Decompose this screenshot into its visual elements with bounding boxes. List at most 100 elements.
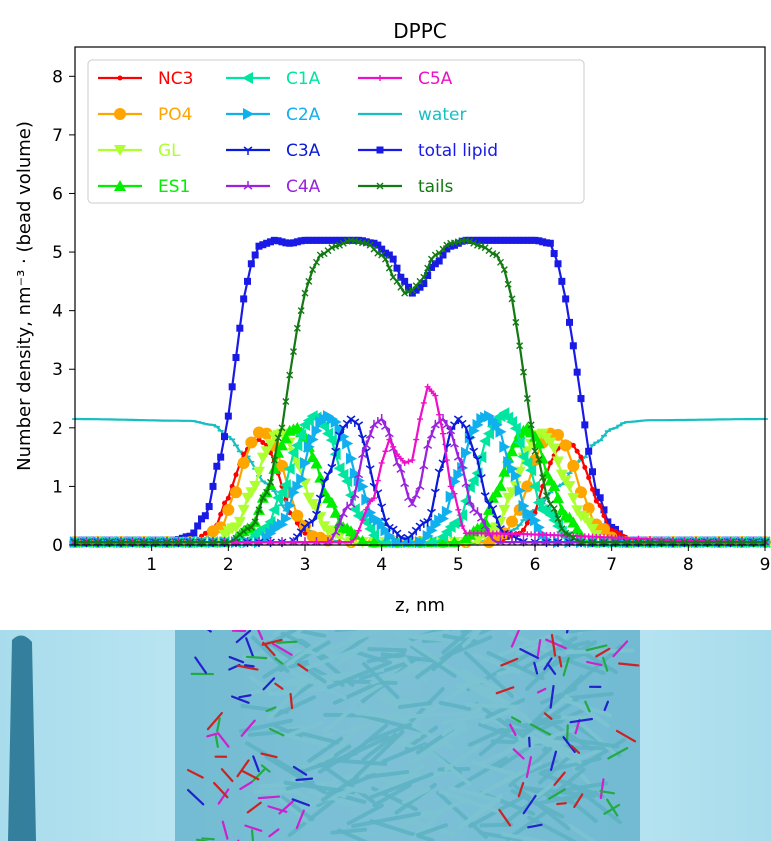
lipid-tail bbox=[546, 741, 582, 765]
data-point bbox=[163, 538, 171, 546]
data-point bbox=[331, 447, 341, 457]
data-point bbox=[506, 445, 518, 457]
data-point bbox=[521, 456, 533, 469]
legend-marker bbox=[243, 181, 253, 190]
data-point bbox=[424, 383, 431, 390]
headgroup-bond bbox=[250, 829, 255, 841]
data-point bbox=[293, 324, 301, 332]
data-point bbox=[573, 368, 581, 376]
data-point bbox=[523, 395, 531, 403]
data-point bbox=[277, 518, 288, 531]
headgroup-bond bbox=[217, 788, 230, 805]
headgroup-bond bbox=[236, 759, 250, 778]
data-point bbox=[260, 439, 266, 445]
y-tick-label: 7 bbox=[52, 126, 63, 146]
lipid-tail bbox=[346, 803, 384, 826]
data-point bbox=[325, 434, 337, 447]
lipid-tail bbox=[401, 786, 431, 805]
data-point bbox=[506, 515, 518, 528]
headgroup-bond bbox=[240, 719, 256, 737]
data-point bbox=[428, 263, 435, 271]
data-point bbox=[408, 289, 416, 297]
lipid-tail bbox=[528, 739, 567, 745]
headgroup-bond bbox=[603, 803, 621, 815]
lipid-tail bbox=[302, 753, 335, 769]
headgroup-bond bbox=[565, 630, 569, 634]
data-point bbox=[554, 515, 562, 523]
data-point bbox=[380, 524, 392, 537]
data-point bbox=[270, 236, 278, 244]
legend-label: PO4 bbox=[158, 105, 192, 125]
data-point bbox=[355, 527, 362, 534]
data-point bbox=[245, 436, 258, 449]
data-point bbox=[290, 348, 297, 356]
headgroup-bond bbox=[289, 692, 294, 710]
data-point bbox=[236, 324, 244, 332]
lipid-tail bbox=[353, 650, 390, 664]
data-point bbox=[411, 490, 421, 499]
data-point bbox=[313, 258, 320, 266]
data-point bbox=[209, 482, 217, 490]
data-point bbox=[291, 509, 304, 522]
lipid-tail bbox=[307, 790, 358, 807]
data-point bbox=[548, 443, 561, 455]
data-point bbox=[419, 460, 429, 470]
data-point bbox=[430, 488, 440, 498]
legend-marker bbox=[117, 75, 123, 81]
headgroup-bond bbox=[212, 781, 229, 799]
data-point bbox=[539, 238, 547, 246]
lipid-tail bbox=[422, 744, 472, 786]
data-point bbox=[635, 535, 642, 542]
lipid-tail bbox=[245, 741, 304, 778]
headgroup-bond bbox=[508, 723, 517, 737]
data-point bbox=[589, 538, 596, 546]
headgroup-bond bbox=[599, 778, 605, 800]
data-point bbox=[401, 459, 408, 466]
data-point bbox=[562, 529, 570, 537]
data-point bbox=[416, 283, 424, 291]
legend-item: C1A bbox=[226, 69, 321, 89]
y-axis-label: Number density, nm⁻³ · (bead volume) bbox=[14, 121, 35, 471]
data-point bbox=[447, 483, 454, 490]
data-point bbox=[437, 536, 449, 548]
data-point bbox=[371, 495, 377, 502]
lipid-tail bbox=[540, 686, 578, 705]
data-point bbox=[237, 456, 250, 469]
data-point bbox=[550, 250, 558, 258]
data-point bbox=[692, 538, 700, 546]
chart-title: DPPC bbox=[393, 19, 447, 43]
data-point bbox=[198, 538, 205, 546]
headgroup-bond bbox=[252, 755, 260, 773]
headgroup-bond bbox=[236, 664, 259, 671]
lipid-tail bbox=[322, 710, 350, 734]
data-point bbox=[517, 450, 529, 463]
data-point bbox=[750, 538, 757, 546]
x-tick-label: 8 bbox=[683, 555, 694, 575]
data-point bbox=[438, 512, 449, 525]
data-point bbox=[313, 539, 320, 546]
data-point bbox=[263, 239, 271, 247]
headgroup-bond bbox=[201, 837, 215, 841]
data-point bbox=[523, 236, 531, 244]
data-point bbox=[409, 457, 416, 464]
data-point bbox=[616, 534, 623, 541]
data-point bbox=[563, 481, 576, 493]
data-point bbox=[646, 538, 654, 546]
data-point bbox=[567, 459, 580, 472]
lipid-tail bbox=[417, 679, 476, 721]
data-point bbox=[348, 539, 354, 546]
data-point bbox=[574, 448, 580, 454]
headgroup-bond bbox=[546, 662, 557, 675]
data-point bbox=[461, 446, 472, 459]
data-point bbox=[374, 477, 381, 484]
headgroup-bond bbox=[529, 723, 552, 736]
headgroup-bond bbox=[517, 781, 525, 798]
legend-item: total lipid bbox=[358, 141, 498, 161]
legend-label: ES1 bbox=[158, 177, 190, 197]
data-point bbox=[420, 280, 428, 288]
data-point bbox=[358, 434, 367, 444]
data-point bbox=[370, 239, 378, 247]
data-point bbox=[593, 498, 599, 504]
data-point bbox=[311, 424, 323, 437]
data-point bbox=[175, 538, 182, 546]
